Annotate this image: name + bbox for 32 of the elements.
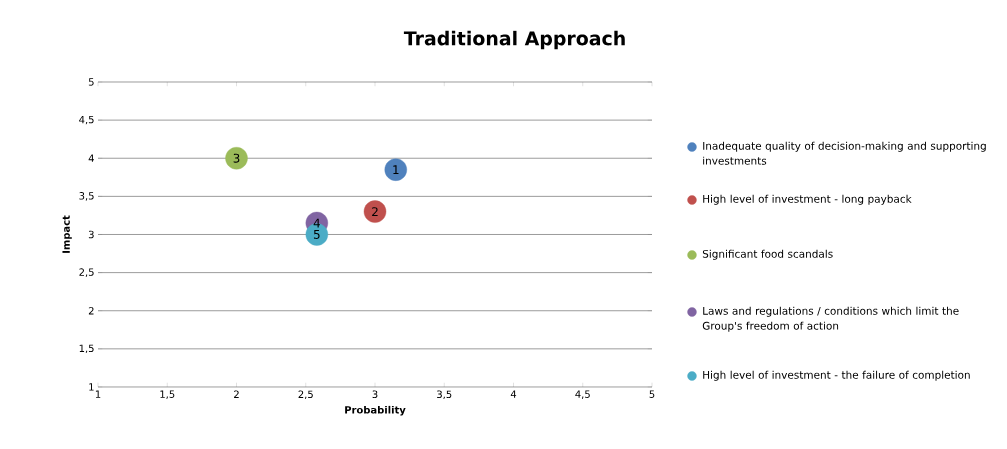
annotation: 3 (233, 153, 240, 163)
annotation: 4 (313, 218, 320, 228)
x-tick-label: 4 (510, 390, 517, 398)
legend-label: Significant food scandals (702, 249, 833, 260)
y-tick-label: 3 (88, 230, 94, 239)
point (363, 200, 387, 223)
y-tick-label: 1,5 (79, 344, 94, 354)
x-tick-label: 2,5 (298, 390, 313, 400)
chart-title: Traditional Approach (403, 30, 625, 50)
legend-label: Laws and regulations / conditions which limit the Group's freedom of action (702, 306, 959, 332)
y-tick-label: 2,5 (79, 268, 94, 277)
legend-label: High level of investment - the failure of completion (703, 370, 970, 381)
annotation: 1 (393, 165, 399, 175)
x-tick-label: 3,5 (437, 390, 452, 400)
y-tick-label: 2 (88, 307, 94, 315)
x-tick-label: 3 (372, 390, 378, 399)
x-tick-label: 1,5 (160, 390, 175, 399)
y-axis-title: Impact (62, 215, 72, 253)
legend-label: High level of investment - long payback (703, 194, 912, 205)
x-tick-label: 2 (234, 390, 239, 398)
y-tick-label: 4 (88, 154, 94, 162)
x-tick-label: 5 (649, 390, 655, 398)
y-tick-label: 4,5 (79, 115, 94, 125)
y-tick-label: 1 (89, 383, 94, 391)
annotation: 2 (372, 207, 378, 217)
y-tick-label: 5 (88, 78, 94, 86)
x-tick-label: 1 (95, 390, 101, 398)
y-tick-label: 3,5 (79, 192, 94, 201)
x-axis-title: Probability (345, 405, 406, 416)
x-tick-label: 4,5 (575, 390, 590, 399)
annotation: 5 (313, 230, 320, 239)
legend-label: Inadequate quality of decision-making and supporting investments (703, 141, 986, 165)
